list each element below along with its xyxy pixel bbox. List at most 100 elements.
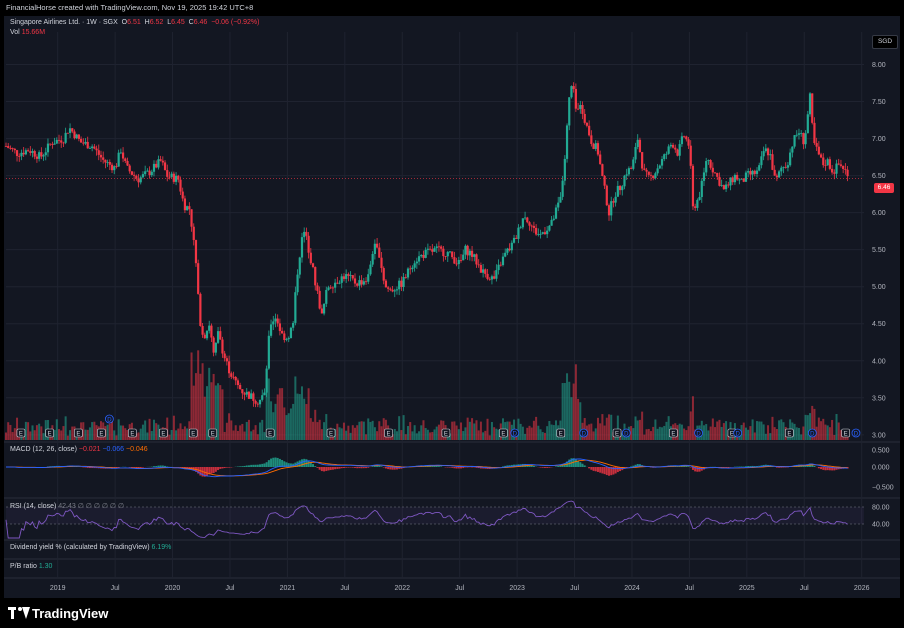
price-chart[interactable]: 8.00 7.50 7.00 6.50 6.00 5.50 5.00 4.50 4.00 3.50… [4,16,900,598]
volume-bar [570,397,573,440]
candle-body [727,184,730,186]
candle-body [197,263,200,294]
volume-bar [289,408,292,440]
candle-body [744,172,748,182]
candle-body [669,144,672,147]
candle-body [824,165,827,166]
volume-bar [778,420,781,440]
candle-body [479,265,482,273]
candle-body [658,165,661,169]
candle-body [546,230,549,235]
candle-body [473,254,476,257]
candle-body [614,196,617,203]
candle-body [464,245,467,255]
candle-body [548,225,551,231]
macd-histogram-bar [831,467,834,471]
candle-body [130,171,134,175]
candle-body [612,201,615,203]
macd-histogram-bar [802,465,805,467]
volume-bar [314,409,317,440]
candle-body [208,325,211,331]
volume-bar [221,389,224,440]
volume-bar [758,421,761,440]
candle-body [395,289,399,291]
close-value: 6.46 [193,19,208,26]
volume-bar [115,435,118,440]
price-tick-label: 4.00 [872,358,886,365]
candle-body [252,393,255,401]
volume-bar [566,373,569,440]
candle-body [632,159,635,169]
candle-body [309,252,312,264]
candle-body [393,290,396,292]
marker-label: E [191,431,195,437]
candle-body [347,274,350,276]
candle-body [426,248,429,250]
candle-body [713,172,717,174]
tradingview-logo[interactable]: TradingView [8,604,108,622]
macd-histogram-bar [583,465,586,467]
candle-body [839,164,843,166]
candle-body [245,391,248,395]
candle-body [44,152,47,156]
volume-bar [170,430,173,440]
macd-histogram-bar [460,467,463,469]
volume-bar [340,428,343,440]
volume-bar [108,423,111,440]
candle-body [212,337,215,353]
candle-body [572,86,575,89]
candle-body [729,177,732,186]
candle-body [247,391,251,399]
candle-body [755,170,759,174]
macd-histogram-bar [400,467,403,469]
volume-bar [475,420,478,440]
candle-body [674,147,677,150]
macd-histogram-bar [636,463,639,467]
candle-body [161,160,164,163]
volume-bar [298,394,301,440]
candle-body [73,131,76,139]
volume-bar [535,416,538,440]
volume-bar [663,425,666,440]
marker-label: D [107,417,112,423]
volume-bar [422,420,425,440]
macd-histogram-bar [685,465,688,467]
volume-bar [391,434,394,440]
rsi-tick-label: 80.00 [872,505,890,512]
candle-body [406,268,410,278]
rsi-label: RSI (14, close) [10,503,57,510]
macd-histogram-bar [594,467,597,472]
candle-body [80,138,83,143]
macd-legend: MACD (12, 26, close) −0.021 −0.066 −0.04… [10,446,148,453]
volume-bar [691,396,694,440]
currency-badge[interactable]: SGD [872,35,898,49]
macd-histogram-bar [139,467,142,468]
macd-histogram-bar [725,467,728,468]
dividend-value: 6.19% [151,544,172,551]
candle-body [826,159,829,166]
macd-histogram-bar [592,467,595,471]
candle-body [325,289,328,304]
macd-histogram-bar [342,467,345,468]
volume-bar [294,376,297,440]
time-tick-label: 2026 [854,585,870,592]
candle-body [539,233,542,235]
pb-label: P/B ratio [10,563,37,570]
volume-bar [60,430,63,440]
candle-body [561,180,564,197]
candle-body [305,231,308,236]
macd-histogram-bar [334,467,337,470]
volume-bar [177,428,180,440]
candle-body [362,281,365,285]
symbol-legend: Singapore Airlines Ltd. · 1W · SGX O6.51… [10,19,259,26]
volume-bar [5,432,7,440]
volume-bar [756,421,759,440]
candle-body [57,139,61,141]
candle-body [444,256,447,257]
chart-frame[interactable]: 8.00 7.50 7.00 6.50 6.00 5.50 5.00 4.50 4.00 3.50… [4,16,900,598]
candle-body [24,150,27,155]
candle-body [384,280,388,288]
candle-body [353,278,357,284]
volume-bar [172,415,175,440]
candle-body [367,274,370,282]
